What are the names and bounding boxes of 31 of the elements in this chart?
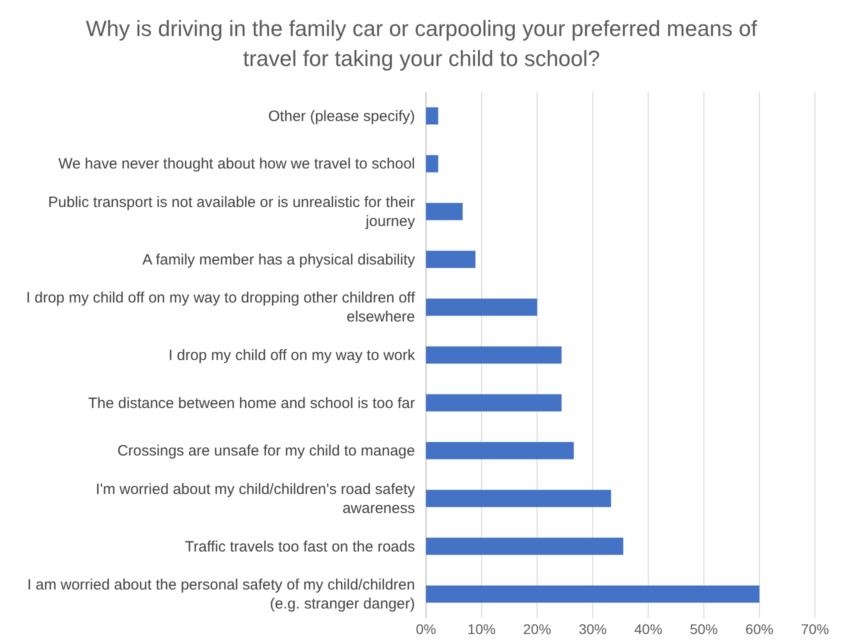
bar <box>426 346 562 364</box>
y-tick-label: Other (please specify) <box>268 108 415 125</box>
bar <box>426 155 438 172</box>
bar <box>426 394 562 412</box>
x-tick-label: 30% <box>578 621 607 637</box>
bar <box>426 442 574 460</box>
y-tick-label: I drop my child off on my way to dropping other children off elsewhere <box>26 290 416 326</box>
y-tick-label: A family member has a physical disability <box>142 251 416 268</box>
x-tick-label: 60% <box>745 621 774 637</box>
bar <box>426 585 760 603</box>
y-tick-label: Traffic travels too fast on the roads <box>184 538 415 556</box>
x-tick-label: 70% <box>800 621 830 637</box>
y-tick-label: We have never thought about how we travel to school <box>58 156 415 173</box>
bar <box>426 250 476 268</box>
bar <box>426 202 463 220</box>
y-tick-label: I drop my child off on my way to work <box>168 347 416 364</box>
y-tick-label: I am worried about the personal safety of my child/children (e.g. stranger danger) <box>27 576 416 613</box>
x-tick-label: 40% <box>634 621 662 637</box>
y-tick-label: I'm worried about my child/children's road safety awareness <box>96 480 416 517</box>
x-tick-label: 0% <box>416 621 436 637</box>
chart-title: Why is driving in the family car or carpooling your preferred means of travel for taking your child to school? <box>86 16 758 71</box>
y-tick-label: Crossings are unsafe for my child to manage <box>117 442 415 460</box>
x-tick-label: 20% <box>523 621 552 637</box>
bar <box>426 107 438 125</box>
y-tick-label: Public transport is not available or is unrealistic for their journey <box>48 194 416 230</box>
x-tick-label: 50% <box>690 621 718 637</box>
x-tick-label: 10% <box>468 621 496 637</box>
bar <box>426 490 612 508</box>
bar <box>426 298 538 316</box>
y-tick-label: The distance between home and school is too far <box>88 394 415 412</box>
bar <box>426 538 624 555</box>
